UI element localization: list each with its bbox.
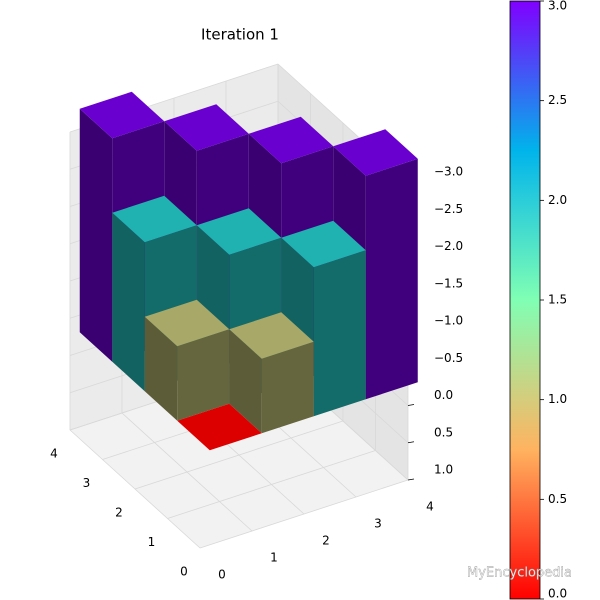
bar-top: [79, 91, 165, 139]
x-tick-label: 1: [270, 551, 278, 565]
z-tick-label: −2.5: [434, 202, 463, 216]
bar-top: [333, 129, 418, 176]
bar-front: [177, 329, 230, 421]
colorbar-tick-label: 0.5: [548, 492, 567, 506]
y-tick-label: 4: [50, 447, 58, 461]
colorbar-tick-label: 2.0: [548, 193, 567, 207]
bar-top: [229, 312, 314, 359]
colorbar-tick-label: 1.0: [548, 392, 567, 406]
x-tick-label: 3: [374, 517, 382, 531]
colorbar-tick-label: 3.0: [548, 0, 567, 13]
x-tick-label: 0: [218, 568, 226, 582]
bar-top: [196, 208, 282, 255]
bar-top: [248, 116, 334, 164]
z-tick: [407, 441, 415, 444]
colorbar-axis: 0.0 0.5 1.0 1.5 2.0 2.5 3.0: [540, 0, 567, 600]
z-tick-label: 0.0: [434, 388, 453, 402]
x-tick-label: 4: [426, 500, 434, 514]
x-tick-label: 2: [322, 534, 330, 548]
y-tick-label: 3: [83, 476, 91, 490]
grid-line: [199, 479, 409, 549]
colorbar-tick-label: 2.5: [548, 93, 567, 107]
bar-side: [79, 108, 113, 362]
bars: [79, 91, 418, 451]
z-tick-label: −3.0: [434, 165, 463, 179]
z-tick-label: −2.0: [434, 239, 463, 253]
bar-front: [313, 250, 366, 417]
y-tick-label: 0: [180, 565, 188, 579]
bar-top: [281, 220, 366, 268]
z-tick: [407, 478, 415, 481]
bar-side: [144, 316, 178, 421]
bar-front: [365, 158, 418, 400]
y-tick-label: 2: [115, 506, 123, 520]
bar-top: [177, 403, 262, 451]
y-tick-label: 1: [148, 535, 156, 549]
chart-title: Iteration 1: [201, 26, 279, 44]
z-tick-label: 1.0: [434, 463, 453, 477]
bar-side: [229, 329, 262, 434]
grid-line: [134, 420, 344, 490]
z-tick-label: −1.5: [434, 276, 463, 290]
z-tick-label: 0.5: [434, 425, 453, 439]
bar-top: [144, 299, 230, 347]
bar-top: [164, 104, 249, 151]
watermark: MyEncyclopedia: [467, 566, 572, 581]
z-tick-label: −1.0: [434, 314, 463, 328]
colorbar: [509, 0, 541, 600]
grid-line: [167, 450, 376, 519]
z-tick-label: −0.5: [434, 351, 463, 365]
colorbar-tick-label: 1.5: [548, 293, 567, 307]
bar-top: [112, 195, 197, 243]
bar-front: [261, 341, 314, 434]
bar-side: [112, 212, 145, 392]
z-tick: [407, 404, 415, 406]
colorbar-tick-label: 0.0: [548, 587, 567, 600]
